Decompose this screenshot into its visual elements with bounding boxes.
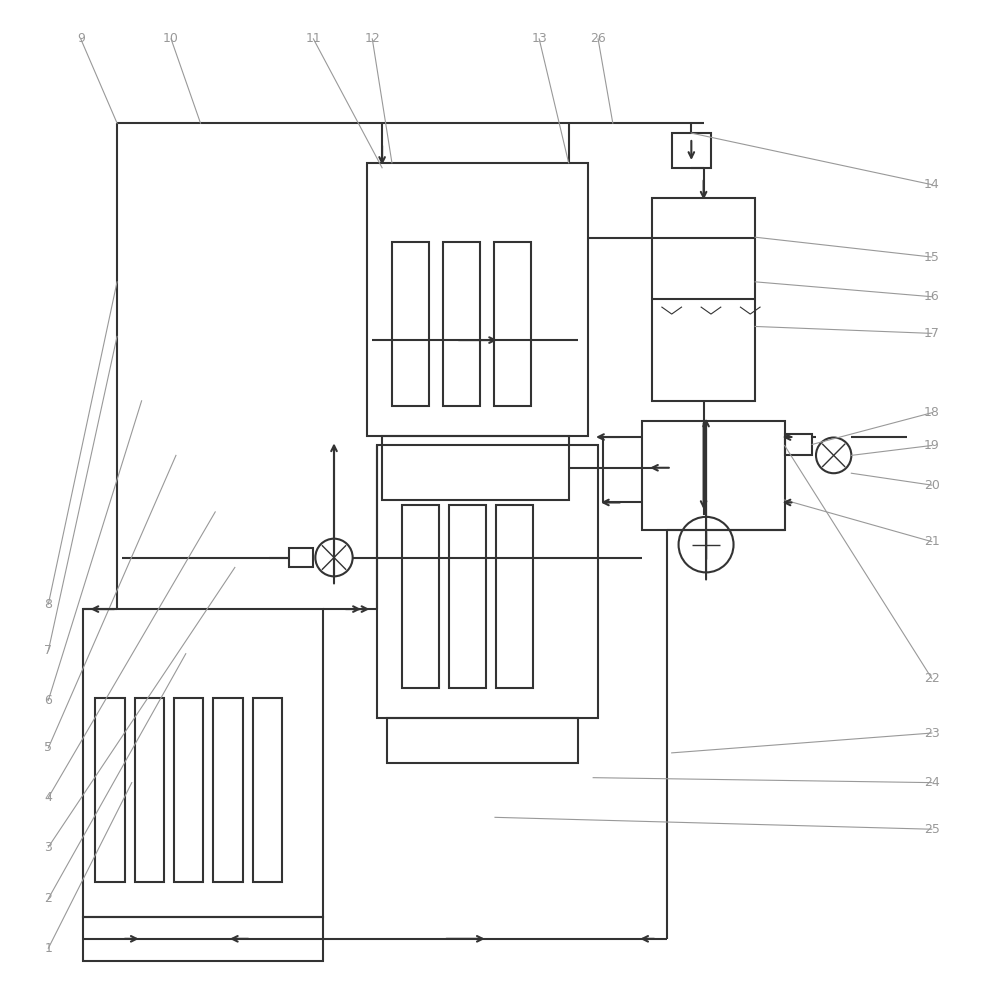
Text: 15: 15	[924, 251, 940, 264]
Text: 8: 8	[45, 598, 52, 611]
Bar	[252, 698, 282, 882]
Text: 13: 13	[532, 32, 547, 45]
Text: 1: 1	[45, 942, 52, 955]
Bar	[174, 698, 204, 882]
Bar	[377, 445, 598, 718]
Text: 20: 20	[924, 479, 940, 492]
Bar	[671, 133, 711, 168]
Bar	[643, 421, 785, 530]
Text: 12: 12	[364, 32, 380, 45]
Text: 5: 5	[45, 741, 52, 754]
Bar	[83, 916, 323, 961]
Text: 26: 26	[590, 32, 606, 45]
Text: 3: 3	[45, 841, 52, 854]
Bar	[443, 242, 480, 406]
Bar	[402, 505, 439, 688]
Bar	[367, 163, 588, 436]
Text: 2: 2	[45, 892, 52, 905]
Text: 17: 17	[924, 327, 940, 340]
Text: 24: 24	[924, 776, 940, 789]
Text: 23: 23	[924, 727, 940, 740]
Text: 22: 22	[924, 672, 940, 685]
Bar	[135, 698, 164, 882]
Text: 16: 16	[924, 290, 940, 303]
Text: 4: 4	[45, 791, 52, 804]
Bar	[387, 718, 578, 763]
Text: 11: 11	[306, 32, 322, 45]
Bar	[494, 242, 532, 406]
Bar	[213, 698, 243, 882]
Bar	[289, 548, 314, 567]
Bar	[496, 505, 534, 688]
Bar	[448, 505, 486, 688]
Text: 10: 10	[163, 32, 179, 45]
Text: 6: 6	[45, 694, 52, 707]
Bar	[392, 242, 430, 406]
Text: 25: 25	[924, 823, 940, 836]
Bar	[83, 609, 323, 916]
Text: 14: 14	[924, 178, 940, 191]
Text: 9: 9	[77, 32, 85, 45]
Bar	[652, 198, 755, 401]
Bar	[95, 698, 125, 882]
Text: 19: 19	[924, 439, 940, 452]
Bar	[785, 434, 812, 455]
Text: 7: 7	[45, 644, 52, 657]
Text: 21: 21	[924, 535, 940, 548]
Bar	[382, 436, 568, 500]
Text: 18: 18	[924, 406, 940, 419]
